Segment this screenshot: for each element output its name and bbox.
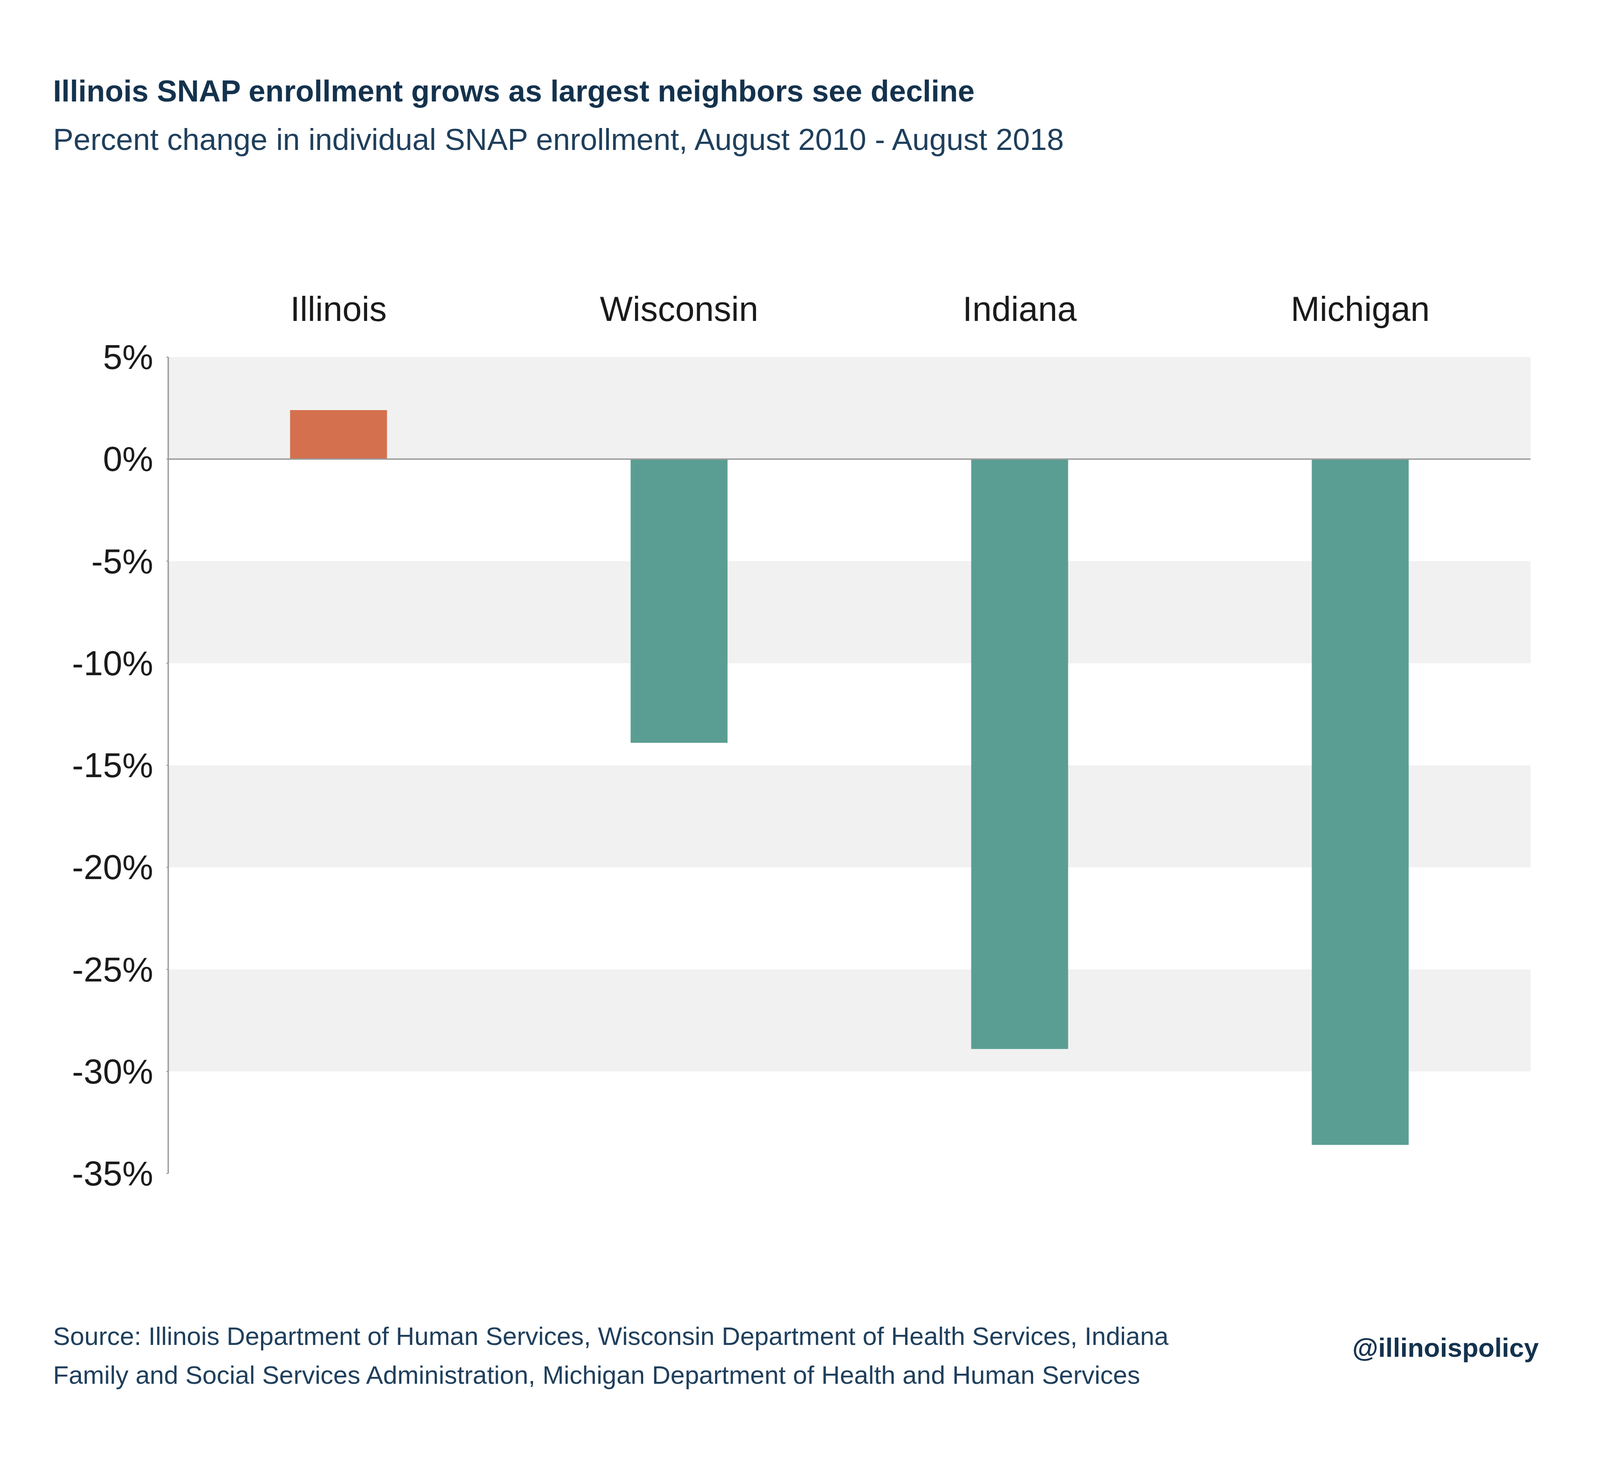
- bar: [971, 458, 1069, 1049]
- source: Source: Illinois Department of Human Ser…: [53, 1316, 1233, 1395]
- tick-label: -25%: [72, 949, 154, 989]
- chart: Illinois SNAP enrollment grows as larges…: [0, 0, 1600, 1472]
- category-label: Illinois: [290, 289, 387, 329]
- tick-label: -30%: [72, 1051, 154, 1091]
- tick-label: 0%: [102, 439, 154, 479]
- y-axis: [167, 357, 170, 1174]
- bar: [290, 410, 388, 459]
- category-label: Indiana: [962, 289, 1078, 329]
- tick-label: -10%: [72, 643, 154, 683]
- tick-label: -15%: [72, 745, 154, 785]
- tick-label: -20%: [72, 847, 154, 887]
- category-label: Michigan: [1290, 289, 1430, 329]
- credit: @illinoispolicy: [1352, 1332, 1539, 1363]
- grid-band: [168, 357, 1531, 459]
- category-label: Wisconsin: [599, 289, 758, 329]
- tick-label: -5%: [91, 541, 154, 581]
- bars: [290, 410, 1409, 1145]
- bar: [1312, 458, 1409, 1145]
- bar: [630, 458, 728, 743]
- title: Illinois SNAP enrollment grows as larges…: [53, 74, 975, 108]
- tick-label: -35%: [72, 1153, 154, 1193]
- subtitle: Percent change in individual SNAP enroll…: [53, 122, 1064, 157]
- tick-label: 5%: [102, 337, 154, 377]
- zero-line: [168, 458, 1531, 460]
